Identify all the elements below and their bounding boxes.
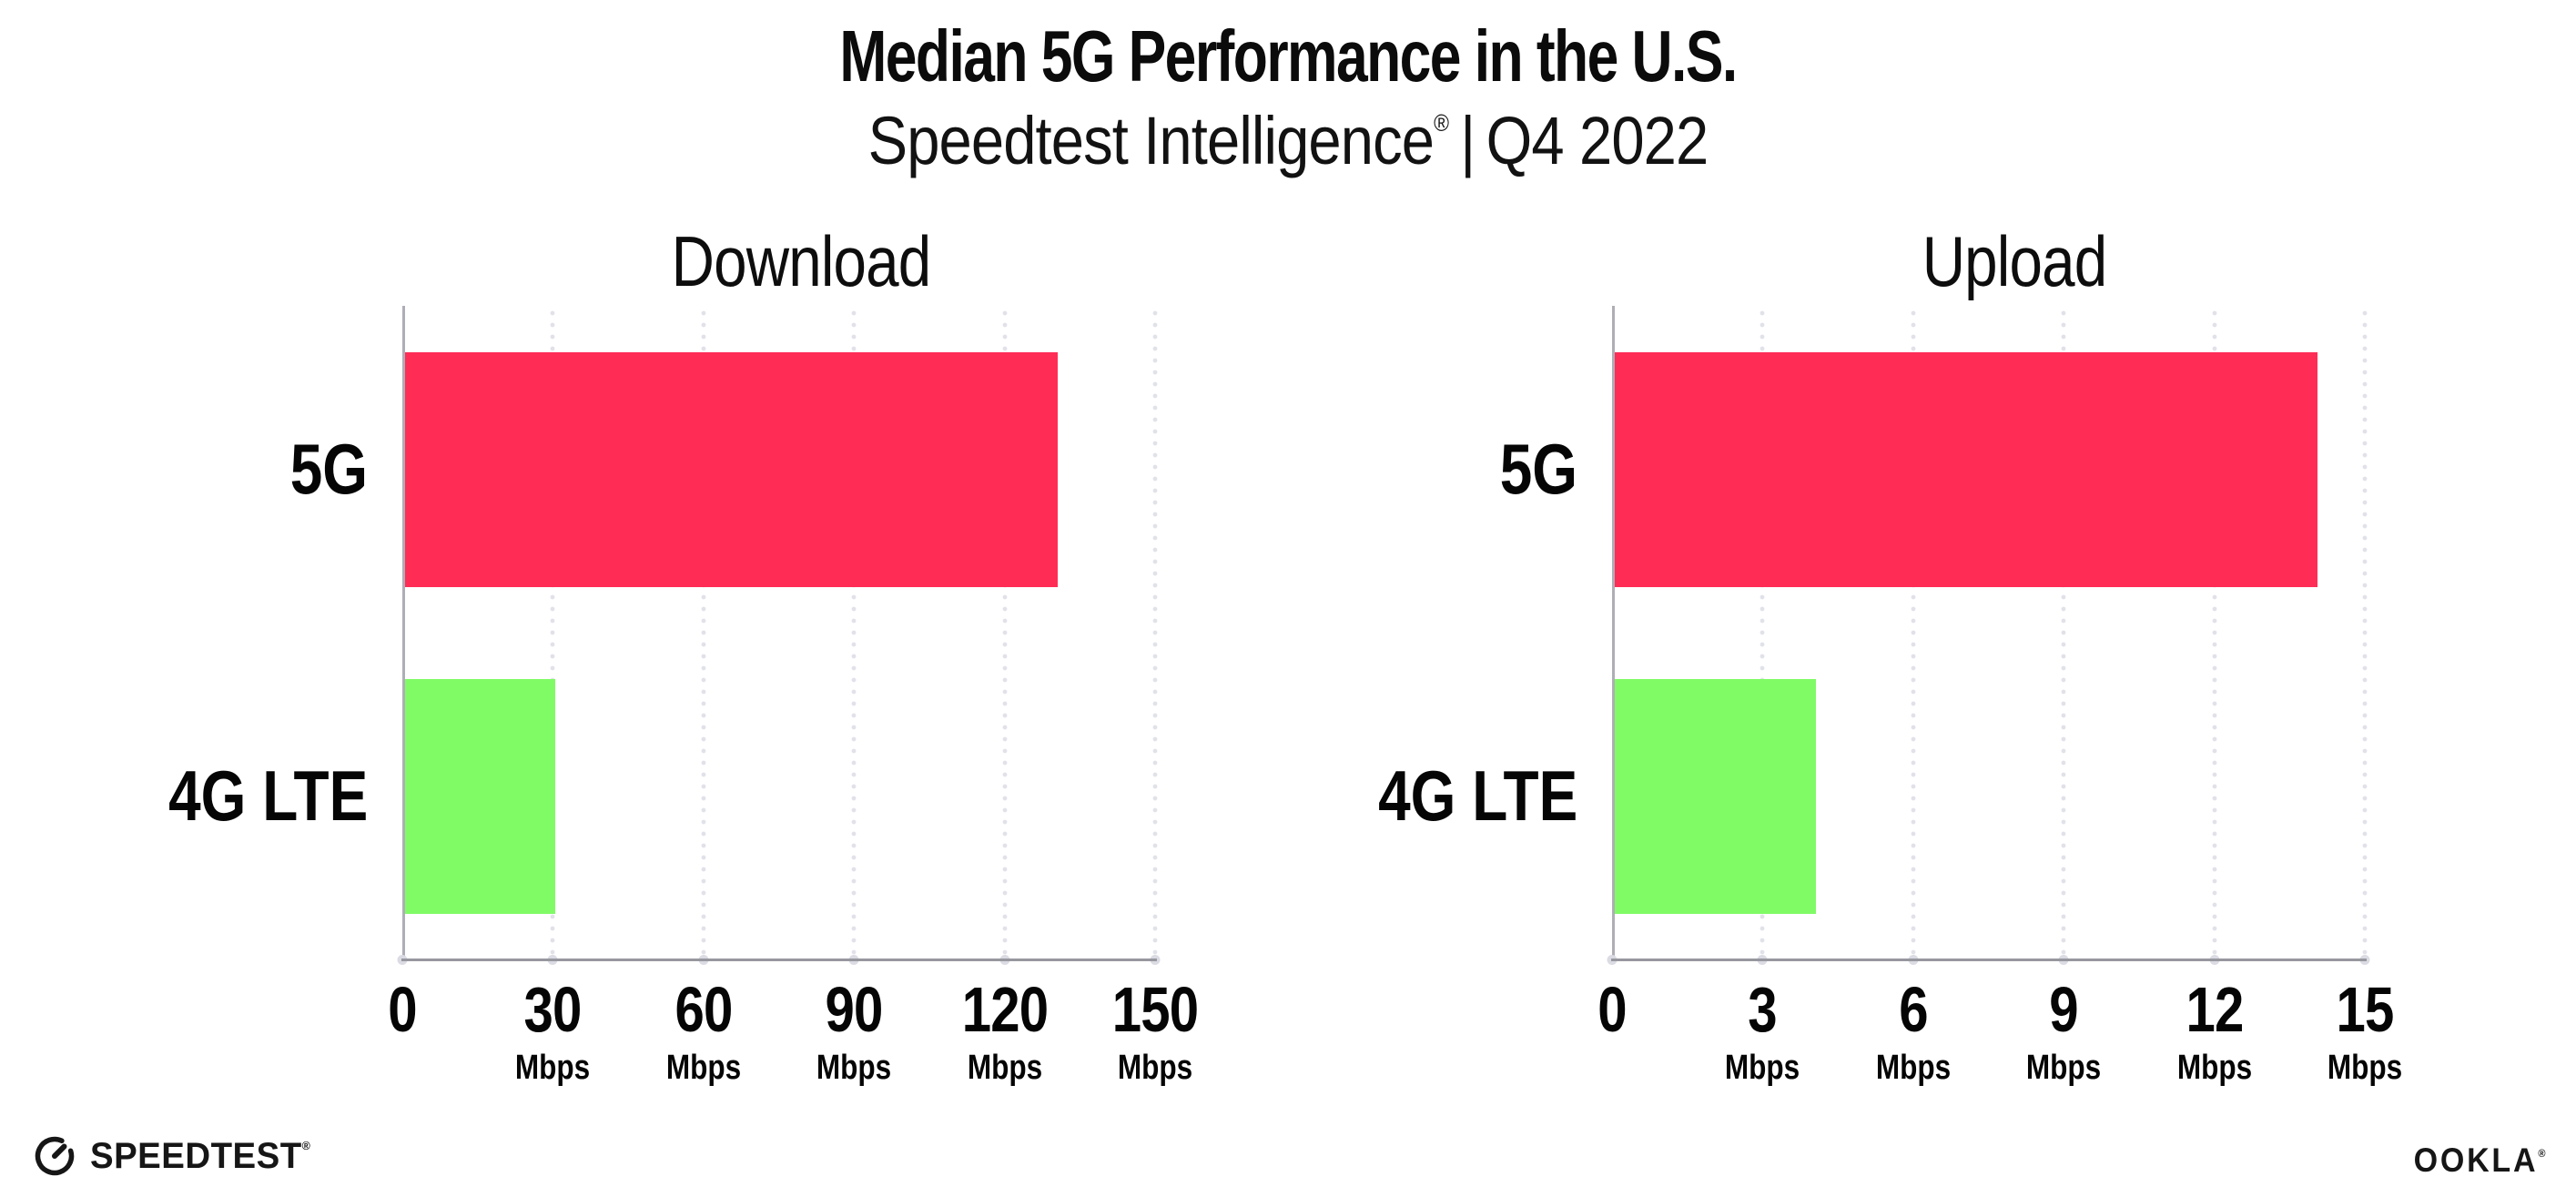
x-tick-unit: Mbps	[515, 1049, 591, 1087]
x-tick-label: 3 Mbps	[1718, 978, 1808, 1085]
x-tick-unit: Mbps	[1117, 1049, 1193, 1087]
gridline-3-mbps	[1760, 309, 1765, 959]
gridline-6-mbps	[1911, 309, 1916, 959]
category-label-4g-lte: 4G LTE	[167, 755, 368, 836]
x-tick-unit: Mbps	[2026, 1049, 2102, 1087]
speedtest-wordmark-text: SPEEDTEST	[90, 1136, 302, 1176]
gridline-12-mbps	[2212, 309, 2217, 959]
gridline-9-mbps	[2061, 309, 2066, 959]
subtitle-period: Q4 2022	[1486, 103, 1709, 178]
gridline-150-mbps	[1152, 309, 1158, 959]
ookla-logo: OOKLA®	[2413, 1143, 2545, 1177]
bar-4g-lte	[405, 678, 556, 914]
gridline-30-mbps	[550, 309, 555, 959]
download-x-axis-line	[401, 959, 1157, 961]
x-tick-label: 0	[385, 978, 420, 1041]
category-label-5g: 5G	[1499, 429, 1577, 510]
category-label-4g-lte: 4G LTE	[1377, 755, 1577, 836]
speedtest-logo: SPEEDTEST®	[33, 1134, 319, 1178]
x-tick-label: 0	[1595, 978, 1629, 1041]
upload-chart-title: Upload	[1922, 221, 2107, 301]
x-tick-unit: Mbps	[1875, 1049, 1951, 1087]
download-chart-plot: 5G 4G LTE 0 30 Mbps 60 Mbps 90 Mbps 120 Mbps 150 Mbp…	[168, 306, 1199, 1085]
page-title: Median 5G Performance in the U.S.	[839, 15, 1738, 96]
x-tick-unit: Mbps	[665, 1049, 741, 1087]
subtitle-separator: |	[1460, 103, 1476, 178]
x-tick-label: 30 Mbps	[508, 978, 598, 1085]
x-tick-label: 150 Mbps	[1103, 978, 1207, 1085]
speedtest-registered-mark: ®	[301, 1139, 311, 1152]
subtitle-product: Speedtest Intelligence	[867, 103, 1435, 178]
x-tick-label: 15 Mbps	[2319, 978, 2409, 1085]
x-tick-unit: Mbps	[2176, 1049, 2252, 1087]
download-chart-title: Download	[671, 221, 932, 301]
registered-mark: ®	[1434, 109, 1449, 137]
x-tick-label: 6 Mbps	[1868, 978, 1958, 1085]
gridline-60-mbps	[701, 309, 706, 959]
x-tick-value: 3	[1748, 974, 1778, 1045]
x-tick-unit: Mbps	[1725, 1049, 1800, 1087]
bar-5g	[1615, 352, 2317, 587]
x-tick-label: 9 Mbps	[2019, 978, 2109, 1085]
download-y-axis-line	[402, 306, 405, 959]
bar-4g-lte	[1615, 678, 1816, 914]
x-tick-label: 12 Mbps	[2169, 978, 2259, 1085]
x-tick-value: 0	[1597, 974, 1627, 1045]
gridline-90-mbps	[851, 309, 857, 959]
x-tick-value: 0	[388, 974, 417, 1045]
page-subtitle: Speedtest Intelligence® | Q4 2022	[155, 107, 2421, 175]
x-tick-value: 60	[674, 974, 733, 1045]
speedtest-gauge-icon	[35, 1136, 75, 1176]
x-tick-label: 90 Mbps	[809, 978, 899, 1085]
x-tick-unit: Mbps	[816, 1049, 892, 1087]
x-tick-value: 120	[961, 974, 1048, 1045]
x-tick-value: 90	[825, 974, 884, 1045]
category-label-5g: 5G	[289, 429, 368, 510]
upload-x-axis-line	[1611, 959, 2367, 961]
upload-chart-plot: 5G 4G LTE 0 3 Mbps 6 Mbps 9 Mbps 12 Mbps 15 Mbps	[1378, 306, 2402, 1085]
speedtest-wordmark: SPEEDTEST®	[90, 1138, 310, 1174]
gridline-120-mbps	[1002, 309, 1008, 959]
x-tick-value: 9	[2049, 974, 2078, 1045]
x-tick-label: 60 Mbps	[658, 978, 748, 1085]
bar-5g	[405, 352, 1058, 587]
x-tick-unit: Mbps	[967, 1049, 1042, 1087]
x-tick-value: 6	[1899, 974, 1928, 1045]
x-tick-value: 150	[1111, 974, 1199, 1045]
x-tick-value: 30	[523, 974, 583, 1045]
ookla-registered-mark: ®	[2537, 1147, 2545, 1160]
x-tick-label: 120 Mbps	[953, 978, 1057, 1085]
ookla-wordmark-text: OOKLA	[2413, 1141, 2538, 1179]
upload-y-axis-line	[1612, 306, 1615, 959]
x-tick-value: 12	[2186, 974, 2244, 1045]
gridline-15-mbps	[2362, 309, 2368, 959]
x-tick-unit: Mbps	[2327, 1049, 2403, 1087]
x-tick-value: 15	[2336, 974, 2395, 1045]
